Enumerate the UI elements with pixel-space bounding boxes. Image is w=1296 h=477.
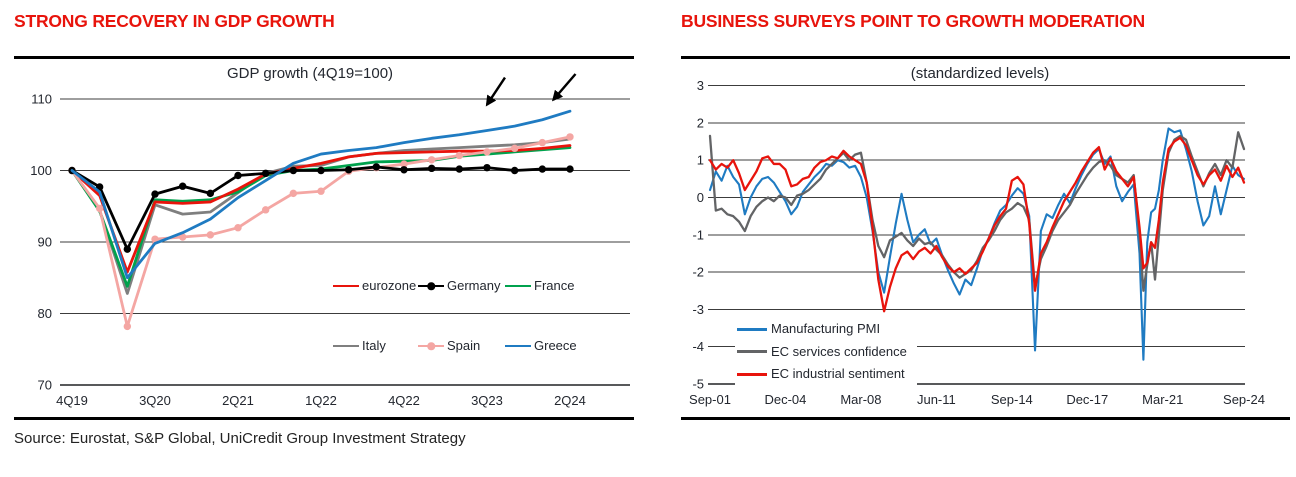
ec-services-confidence-line-swatch <box>737 350 767 354</box>
gdp-legend-row-1: eurozone Germany France <box>329 277 583 295</box>
legend-label-france: France <box>534 278 575 293</box>
svg-text:Mar-21: Mar-21 <box>1142 392 1183 407</box>
svg-text:80: 80 <box>38 306 52 321</box>
right-title-rule <box>681 56 1290 59</box>
right-bottom-rule <box>681 417 1290 420</box>
svg-text:Sep-14: Sep-14 <box>991 392 1033 407</box>
svg-text:Mar-08: Mar-08 <box>840 392 881 407</box>
svg-text:3: 3 <box>697 78 704 93</box>
germany-line-swatch <box>418 282 444 290</box>
svg-text:70: 70 <box>38 378 52 393</box>
svg-text:1Q22: 1Q22 <box>305 393 337 408</box>
svg-text:(standardized levels): (standardized levels) <box>911 65 1049 82</box>
svg-text:2Q21: 2Q21 <box>222 393 254 408</box>
legend-item-italy: Italy <box>333 337 386 355</box>
legend-item-ec-services-confidence: EC services confidence <box>737 341 907 364</box>
legend-item-eurozone: eurozone <box>333 277 416 295</box>
svg-text:Jun-11: Jun-11 <box>917 392 956 407</box>
svg-text:0: 0 <box>697 190 704 205</box>
legend-label-greece: Greece <box>534 338 577 353</box>
svg-text:4Q19: 4Q19 <box>56 393 88 408</box>
eurozone-line-swatch <box>333 284 359 288</box>
left-title-rule <box>14 56 634 59</box>
gdp-legend-row-2: Italy Spain Greece <box>329 337 583 355</box>
svg-text:Dec-17: Dec-17 <box>1066 392 1108 407</box>
ec-industrial-sentiment-line-swatch <box>737 372 767 376</box>
legend-label-manufacturing-pmi: Manufacturing PMI <box>771 321 881 337</box>
legend-label-italy: Italy <box>362 338 386 353</box>
svg-text:3Q20: 3Q20 <box>139 393 171 408</box>
svg-text:2Q24: 2Q24 <box>554 393 586 408</box>
legend-item-germany: Germany <box>418 277 500 295</box>
svg-text:4Q22: 4Q22 <box>388 393 420 408</box>
legend-item-ec-industrial-sentiment: EC industrial sentiment <box>737 363 907 386</box>
svg-text:Dec-04: Dec-04 <box>764 392 806 407</box>
manufacturing-pmi-line-swatch <box>737 327 767 331</box>
left-panel-title: STRONG RECOVERY IN GDP GROWTH <box>14 11 335 31</box>
business-surveys-legend: Manufacturing PMI EC services confidence… <box>735 317 917 387</box>
svg-text:GDP growth (4Q19=100): GDP growth (4Q19=100) <box>227 65 393 82</box>
greece-line-swatch <box>505 344 531 348</box>
svg-text:-4: -4 <box>692 339 704 354</box>
legend-label-germany: Germany <box>447 278 501 293</box>
svg-text:100: 100 <box>30 163 52 178</box>
italy-line-swatch <box>333 344 359 348</box>
svg-text:Sep-01: Sep-01 <box>689 392 731 407</box>
legend-label-spain: Spain <box>447 338 481 353</box>
svg-text:-1: -1 <box>692 227 704 242</box>
france-line-swatch <box>505 284 531 288</box>
legend-item-france: France <box>505 277 574 295</box>
spain-line-swatch <box>418 342 444 350</box>
svg-text:3Q23: 3Q23 <box>471 393 503 408</box>
gdp-growth-chart: 110 100 90 80 70 4Q19 3Q20 2Q21 1Q22 4Q22 3Q23 2Q24… <box>30 65 630 408</box>
legend-item-spain: Spain <box>418 337 480 355</box>
svg-text:2: 2 <box>697 115 704 130</box>
svg-text:Sep-24: Sep-24 <box>1223 392 1265 407</box>
svg-text:-3: -3 <box>692 302 704 317</box>
svg-text:90: 90 <box>38 235 52 250</box>
legend-item-greece: Greece <box>505 337 577 355</box>
legend-item-manufacturing-pmi: Manufacturing PMI <box>737 318 907 341</box>
svg-text:-2: -2 <box>692 265 704 280</box>
legend-label-ec-industrial-sentiment: EC industrial sentiment <box>771 366 905 382</box>
right-panel-title: BUSINESS SURVEYS POINT TO GROWTH MODERAT… <box>681 11 1145 31</box>
svg-text:-5: -5 <box>692 377 704 392</box>
left-bottom-rule <box>14 417 634 420</box>
legend-label-ec-services-confidence: EC services confidence <box>771 343 907 359</box>
svg-text:1: 1 <box>697 153 704 168</box>
legend-label-eurozone: eurozone <box>362 278 417 293</box>
source-note: Source: Eurostat, S&P Global, UniCredit … <box>14 430 466 447</box>
svg-text:110: 110 <box>31 92 52 107</box>
